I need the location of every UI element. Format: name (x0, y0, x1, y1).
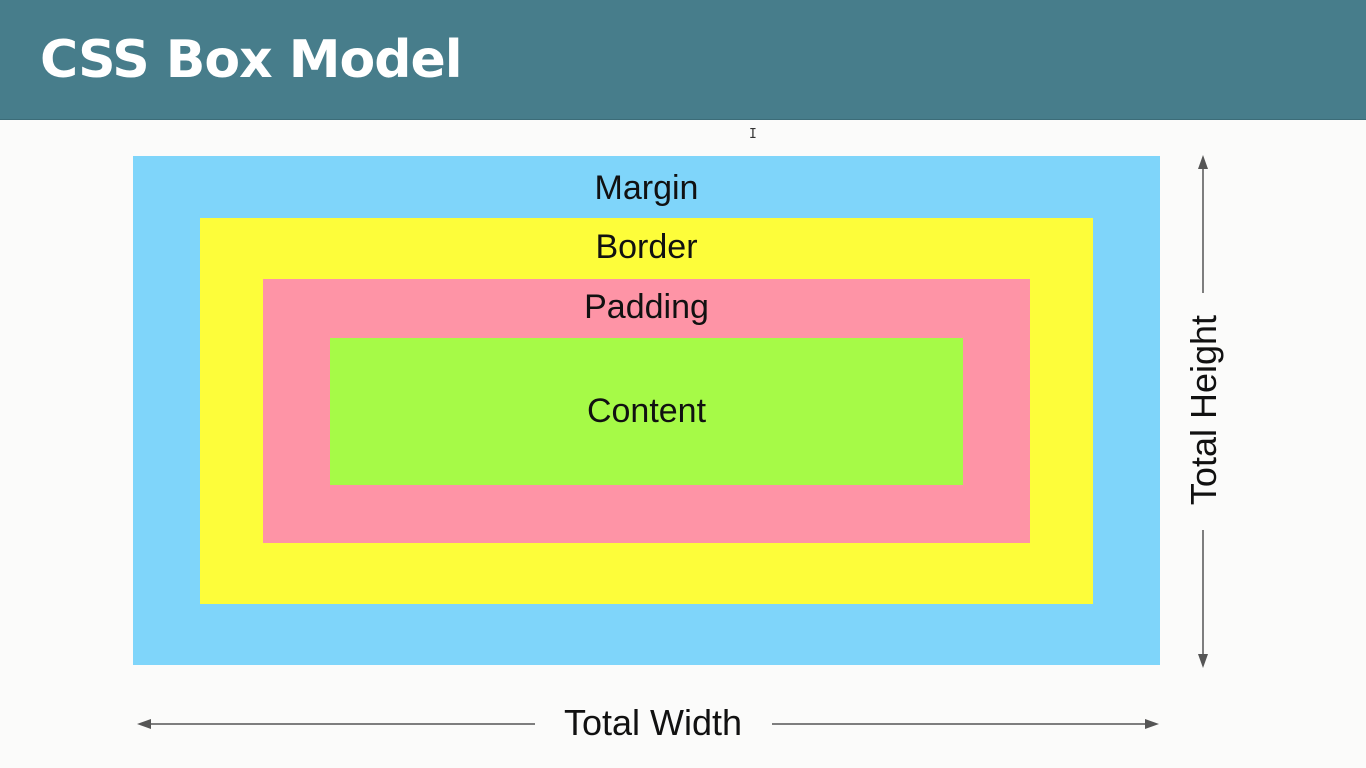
text-cursor-icon: I (749, 127, 757, 142)
content-label: Content (586, 392, 707, 430)
width-arrow-right-head (1145, 719, 1159, 729)
total-width-arrow (137, 719, 1159, 729)
width-arrow-left-head (137, 719, 151, 729)
total-width-label: Total Width (563, 702, 743, 743)
margin-label: Margin (594, 169, 699, 207)
border-label: Border (595, 228, 698, 266)
content-box: Content (330, 338, 963, 485)
total-height-label: Total Height (1183, 314, 1224, 506)
height-arrow-bottom-head (1198, 654, 1208, 668)
height-arrow-top-head (1198, 155, 1208, 169)
header-bar: CSS Box Model (0, 0, 1366, 120)
total-height-arrow (1198, 155, 1208, 668)
slide-title: CSS Box Model (40, 30, 463, 90)
padding-label: Padding (584, 288, 709, 326)
